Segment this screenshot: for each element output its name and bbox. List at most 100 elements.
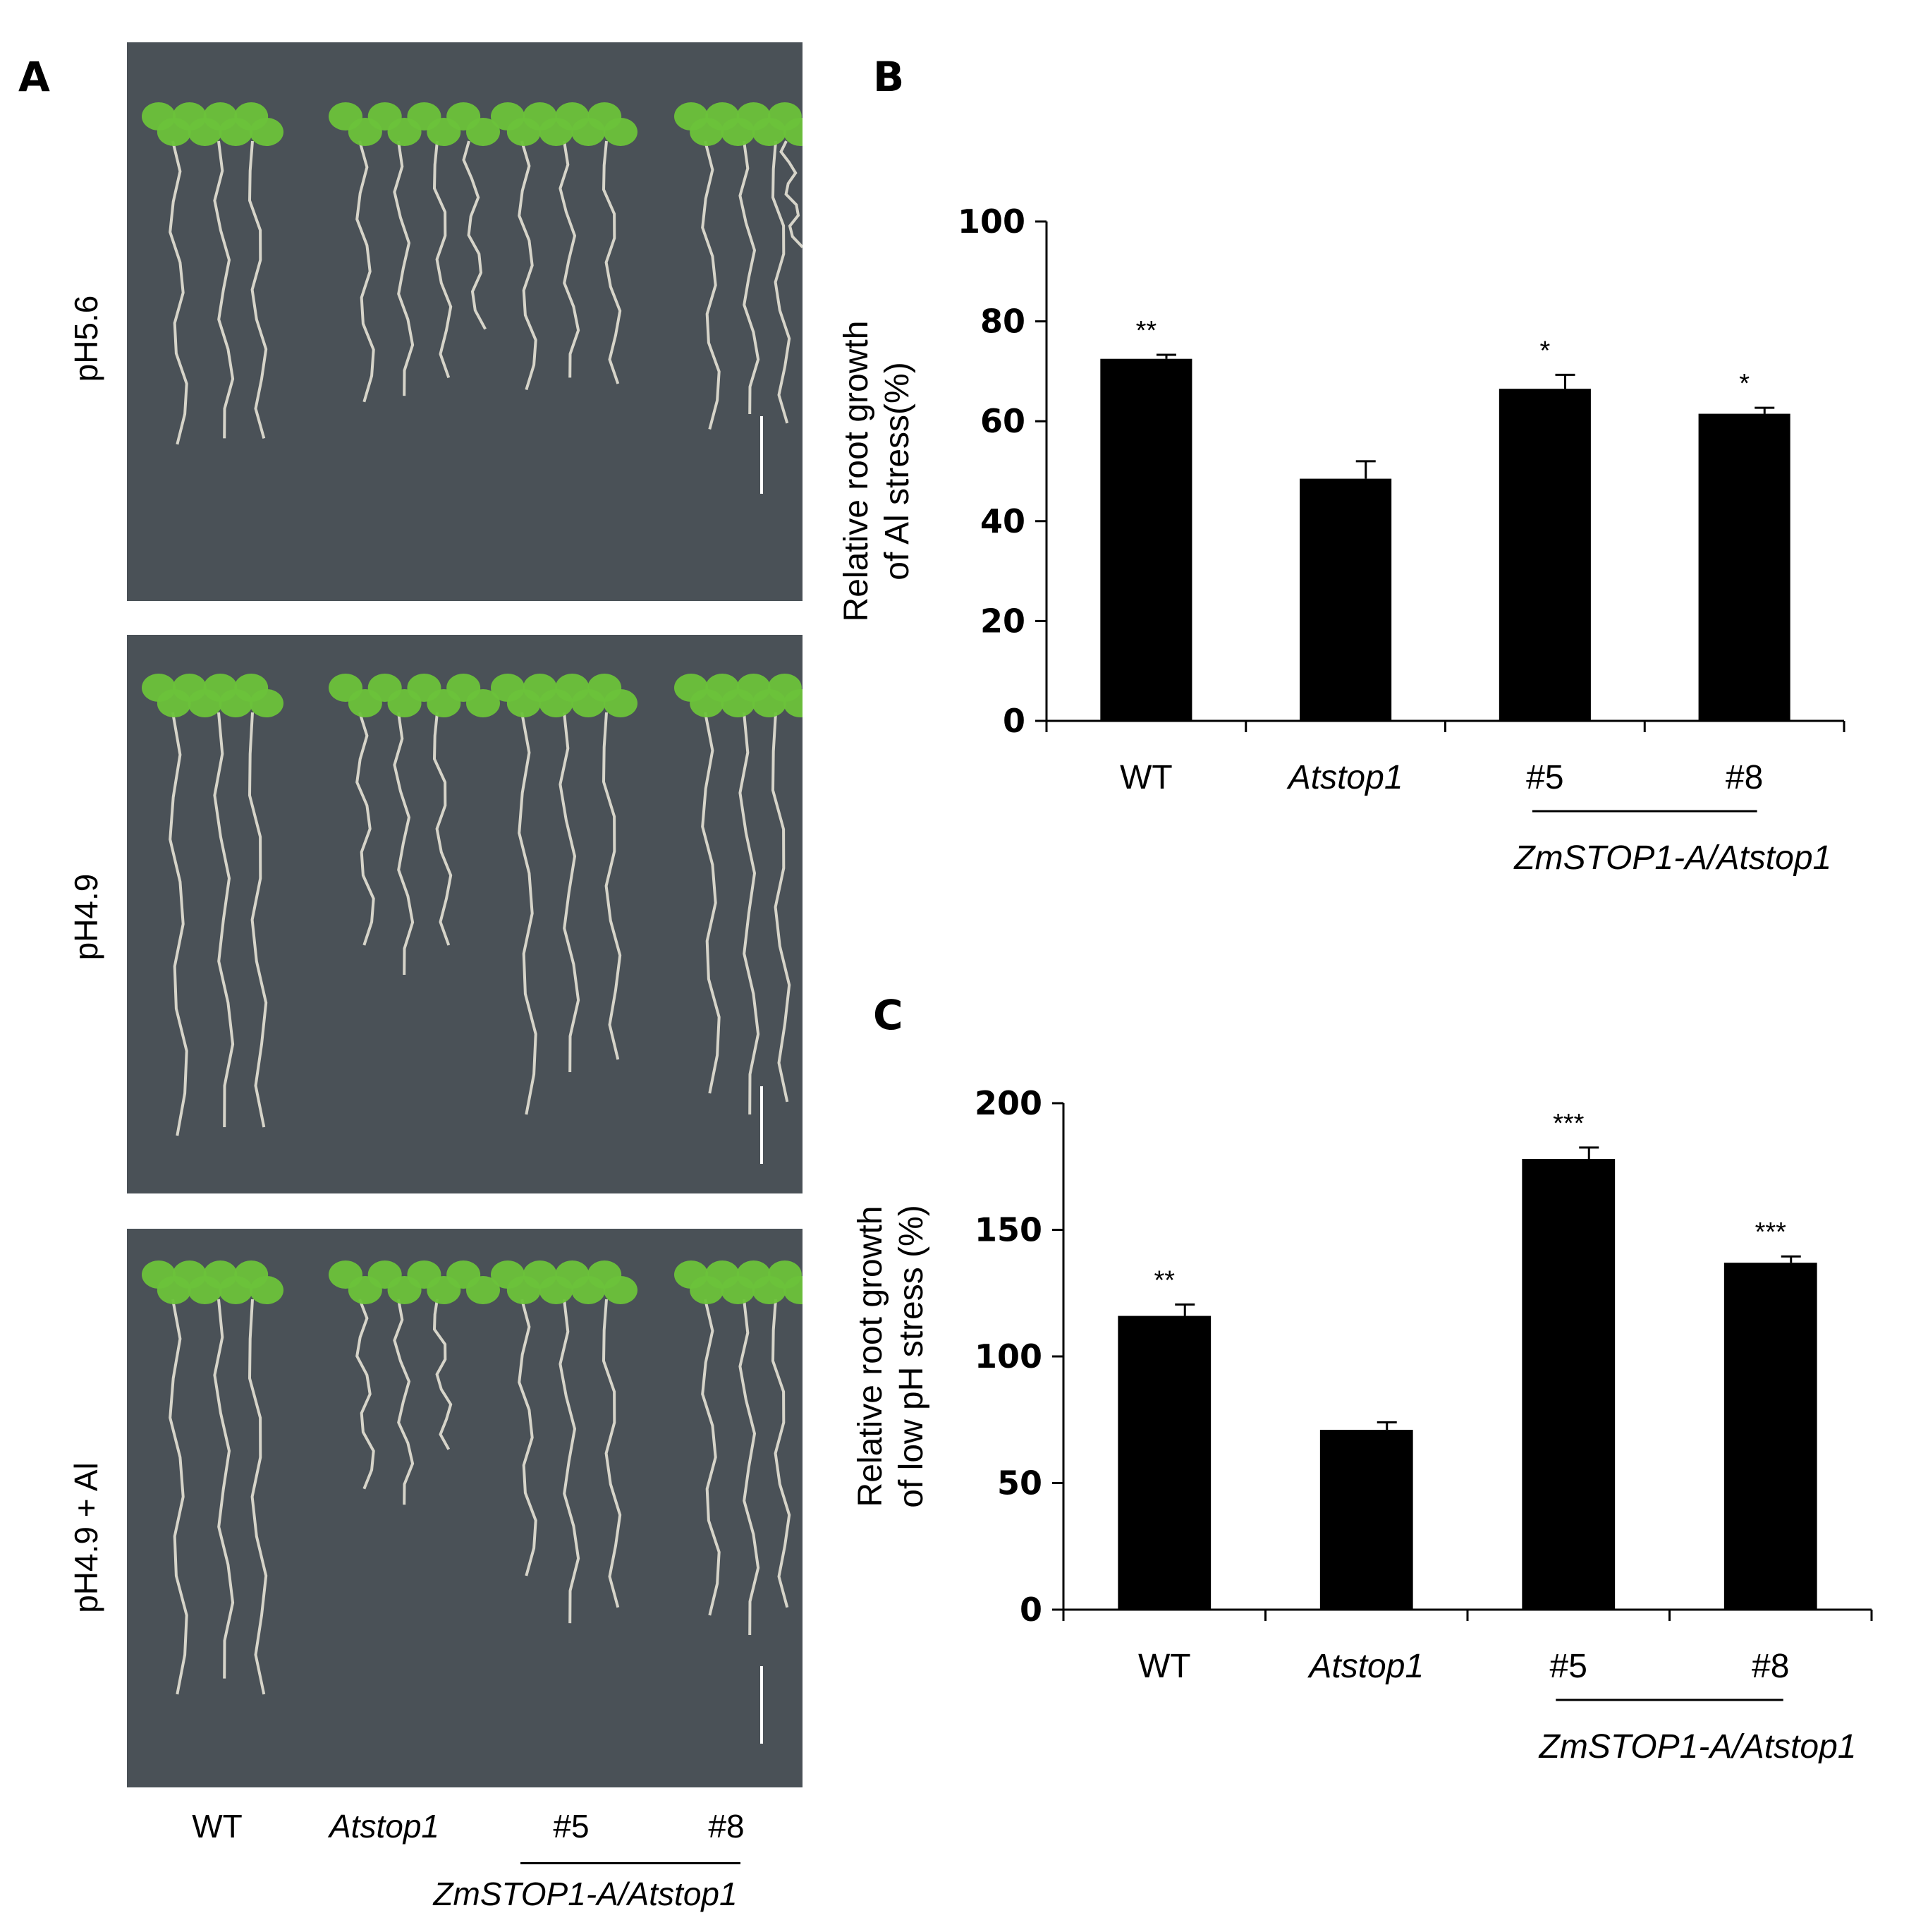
seedling-leaf bbox=[466, 1276, 500, 1304]
group-label: ZmSTOP1-A/Atstop1 bbox=[1539, 1728, 1857, 1763]
y-tick-label: 20 bbox=[980, 602, 1025, 640]
y-tick-label: 80 bbox=[980, 303, 1025, 341]
error-bar bbox=[1156, 353, 1176, 359]
panel-a-label-5: #5 bbox=[553, 1808, 590, 1845]
seedling-root bbox=[738, 1299, 760, 1636]
seedling-root bbox=[518, 712, 537, 1115]
y-tick-label: 60 bbox=[980, 402, 1025, 440]
x-tick-label: Atstop1 bbox=[1307, 1648, 1424, 1685]
seedling-root bbox=[169, 140, 188, 445]
y-tick-label: 200 bbox=[975, 1084, 1042, 1122]
y-axis-label: Relative root growth of Al stress(%) bbox=[839, 321, 916, 622]
seedling-leaf bbox=[466, 118, 500, 146]
seedling-leaf bbox=[250, 118, 283, 146]
seedling-root bbox=[432, 712, 453, 946]
panel-a-label-wt: WT bbox=[192, 1808, 243, 1845]
error-bar bbox=[1355, 460, 1376, 479]
seedling-root bbox=[169, 1299, 188, 1695]
seedling-root bbox=[779, 140, 803, 248]
seedling-root bbox=[393, 1299, 415, 1505]
seedling-root bbox=[355, 1299, 375, 1490]
seedling-root bbox=[738, 140, 760, 415]
seedling-root bbox=[355, 140, 375, 403]
seedling-root bbox=[738, 712, 760, 1115]
y-axis-label-line: of Al stress(%) bbox=[879, 362, 916, 580]
panel-c-letter: C bbox=[873, 991, 903, 1039]
y-axis-label-line: Relative root growth bbox=[852, 1206, 889, 1507]
bar-3 bbox=[1499, 389, 1591, 721]
row-label-ph49-al: pH4.9 + Al bbox=[68, 1462, 104, 1613]
seedling-leaf bbox=[604, 1276, 637, 1304]
seedling-root bbox=[213, 712, 235, 1128]
bar-1 bbox=[1100, 358, 1192, 721]
seedling-root bbox=[701, 1299, 721, 1616]
significance-label: * bbox=[1539, 336, 1550, 365]
seedling-root bbox=[701, 140, 721, 430]
bar-4 bbox=[1723, 1263, 1817, 1610]
error-bar bbox=[1377, 1421, 1397, 1430]
chart-b: 0 20 40 60 80 100 ** WT Atstop1 * #5 * #8 ZmSTOP1-A/A… bbox=[839, 202, 1845, 877]
seedling-leaf bbox=[783, 689, 803, 717]
y-tick-label: 0 bbox=[1003, 702, 1025, 740]
bar-4 bbox=[1698, 413, 1790, 721]
x-tick-label: Atstop1 bbox=[1286, 759, 1403, 796]
plate-background bbox=[127, 635, 803, 1193]
panel-a-transgenic-label: ZmSTOP1-A/Atstop1 bbox=[433, 1876, 738, 1912]
seedling-root bbox=[213, 140, 235, 439]
y-tick-label: 40 bbox=[980, 502, 1025, 540]
significance-label: ** bbox=[1154, 1265, 1175, 1295]
significance-label: * bbox=[1739, 369, 1750, 399]
plate-ph49 bbox=[127, 635, 803, 1193]
row-label-ph56: pH5.6 bbox=[68, 295, 104, 382]
x-tick-label: #5 bbox=[1550, 1648, 1587, 1685]
x-tick-label: WT bbox=[1120, 759, 1173, 796]
x-tick-label: #8 bbox=[1752, 1648, 1789, 1685]
bar-3 bbox=[1522, 1158, 1616, 1610]
seedling-root bbox=[602, 1299, 622, 1608]
bar-2 bbox=[1300, 478, 1392, 721]
y-tick-label: 100 bbox=[975, 1337, 1042, 1375]
seedling-root bbox=[248, 140, 268, 439]
seedlings-ph49 bbox=[127, 635, 803, 1193]
bar-2 bbox=[1319, 1430, 1413, 1610]
seedling-leaf bbox=[466, 689, 500, 717]
seedling-root bbox=[771, 1299, 791, 1608]
error-bar bbox=[1579, 1146, 1599, 1159]
seedling-root bbox=[559, 1299, 580, 1624]
seedling-root bbox=[393, 712, 415, 976]
seedling-leaf bbox=[604, 689, 637, 717]
seedling-root bbox=[393, 140, 415, 396]
seedling-root bbox=[462, 140, 487, 330]
y-axis-label-line: Relative root growth bbox=[839, 321, 875, 622]
seedling-root bbox=[602, 712, 622, 1060]
seedling-root bbox=[771, 140, 791, 424]
y-tick-label: 100 bbox=[958, 202, 1025, 241]
panel-a-group-line bbox=[520, 1862, 740, 1864]
seedling-leaf bbox=[783, 118, 803, 146]
seedling-root bbox=[518, 1299, 537, 1576]
x-tick-label: WT bbox=[1138, 1648, 1191, 1685]
seedling-root bbox=[169, 712, 188, 1136]
panel-a-label-8: #8 bbox=[708, 1808, 745, 1845]
seedling-root bbox=[771, 712, 791, 1102]
error-bar bbox=[1175, 1303, 1195, 1316]
seedling-root bbox=[355, 712, 375, 946]
y-tick-label: 150 bbox=[975, 1211, 1042, 1249]
bar-1 bbox=[1118, 1316, 1212, 1610]
error-bar bbox=[1755, 406, 1775, 414]
significance-label: *** bbox=[1755, 1217, 1787, 1247]
seedling-leaf bbox=[604, 118, 637, 146]
seedling-root bbox=[432, 1299, 453, 1450]
seedling-root bbox=[602, 140, 622, 384]
significance-label: ** bbox=[1136, 316, 1157, 346]
x-tick-label: #5 bbox=[1526, 759, 1563, 796]
seedling-root bbox=[701, 712, 721, 1094]
y-tick-label: 0 bbox=[1020, 1591, 1042, 1629]
plate-background bbox=[127, 1229, 803, 1787]
plate-ph49-al bbox=[127, 1229, 803, 1787]
seedling-root bbox=[248, 712, 268, 1128]
group-label: ZmSTOP1-A/Atstop1 bbox=[1513, 839, 1831, 877]
y-tick-label: 50 bbox=[997, 1464, 1042, 1502]
panel-a-label-atstop1: Atstop1 bbox=[329, 1808, 439, 1845]
seedling-root bbox=[559, 140, 580, 378]
